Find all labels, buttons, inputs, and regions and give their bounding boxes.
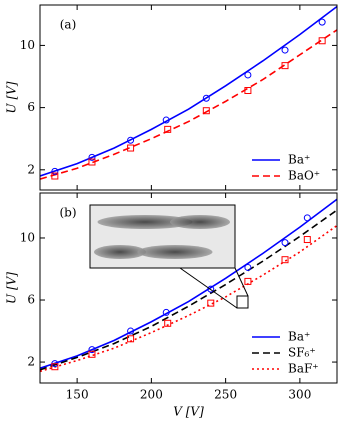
series-line: [40, 5, 337, 177]
x-tick-label: 300: [288, 388, 311, 402]
marker: [244, 87, 252, 95]
x-tick-label: 200: [140, 388, 163, 402]
legend-label: SF₆⁺: [288, 346, 316, 360]
y-tick-label: 10: [20, 38, 35, 52]
marker: [51, 167, 59, 175]
marker: [318, 18, 326, 26]
ion-cloud: [97, 215, 193, 229]
marker: [244, 71, 252, 79]
marker: [164, 319, 172, 327]
marker: [281, 46, 289, 54]
ion-cloud: [94, 245, 146, 259]
series-line: [40, 29, 337, 180]
marker: [202, 107, 210, 115]
zoom-line: [179, 267, 238, 309]
panel-label: (a): [60, 18, 77, 32]
plot-area: [40, 198, 337, 373]
legend-label: BaF⁺: [288, 362, 319, 376]
marker: [127, 335, 135, 343]
panel-label: (b): [59, 206, 76, 220]
legend-label: BaO⁺: [288, 169, 320, 183]
marker: [51, 172, 59, 180]
marker: [162, 116, 170, 124]
y-tick-label: 6: [27, 293, 35, 307]
marker: [303, 236, 311, 244]
x-tick-label: 150: [66, 388, 89, 402]
x-axis-label: V [V]: [173, 405, 204, 419]
marker: [281, 62, 289, 70]
marker: [164, 125, 172, 133]
marker: [88, 158, 96, 166]
plot-frame: [39, 4, 338, 191]
marker: [51, 363, 59, 371]
ion-cloud: [170, 215, 230, 229]
marker: [207, 285, 215, 293]
y-tick-label: 10: [20, 230, 35, 244]
marker: [202, 94, 210, 102]
plot-frame: [39, 192, 338, 384]
series-line: [40, 224, 337, 373]
marker: [162, 308, 170, 316]
marker: [88, 346, 96, 354]
marker: [88, 153, 96, 161]
y-tick-label: 2: [27, 355, 35, 369]
zoom-line: [234, 267, 249, 297]
x-tick-label: 250: [214, 388, 237, 402]
legend-label: Ba⁺: [288, 330, 310, 344]
y-axis-label: U [V]: [5, 81, 19, 113]
marker: [207, 299, 215, 307]
y-tick-label: 6: [27, 100, 35, 114]
marker: [244, 263, 252, 271]
marker: [88, 350, 96, 358]
legend-label: Ba⁺: [288, 153, 310, 167]
marker: [281, 239, 289, 247]
zoom-box: [236, 295, 249, 309]
y-axis-label: U [V]: [5, 272, 19, 304]
marker: [318, 37, 326, 45]
marker: [127, 136, 135, 144]
marker: [281, 256, 289, 264]
marker: [244, 277, 252, 285]
y-tick-label: 2: [27, 162, 35, 176]
ion-cloud: [137, 245, 213, 259]
marker: [127, 144, 135, 152]
plot-area: [40, 5, 337, 180]
inset-image: [89, 204, 249, 309]
marker: [127, 327, 135, 335]
marker: [303, 214, 311, 222]
